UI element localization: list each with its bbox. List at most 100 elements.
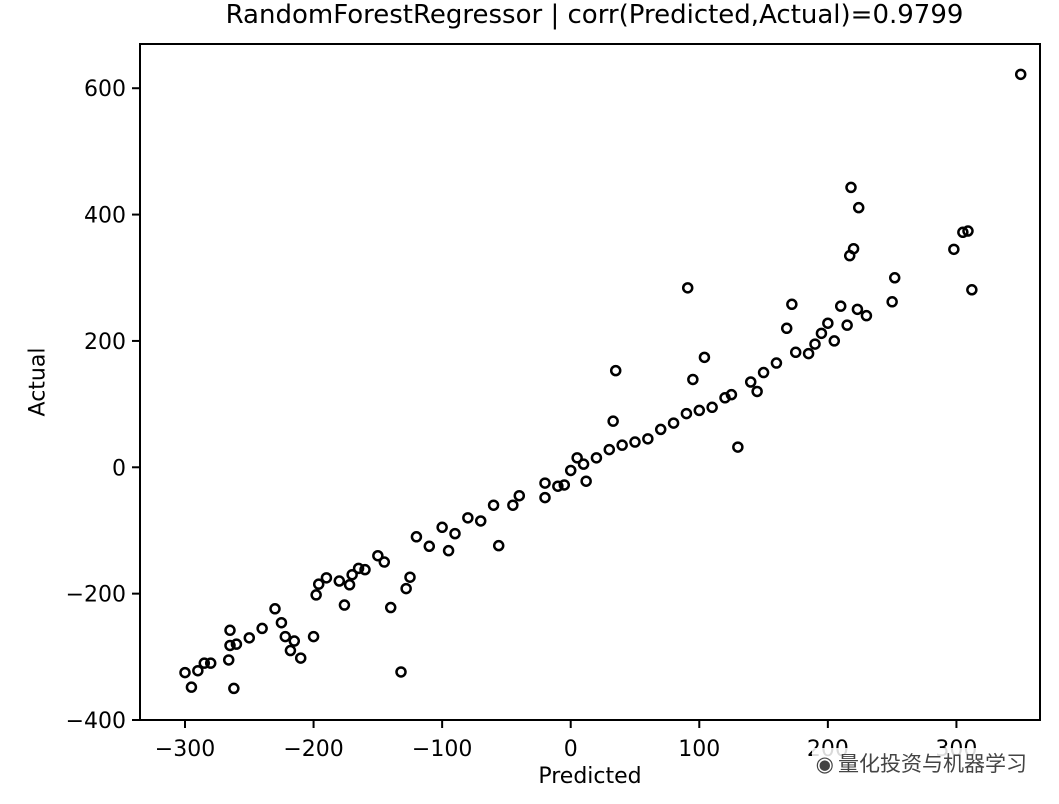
data-point (230, 638, 243, 650)
data-point (222, 654, 235, 666)
x-tick-label: 100 (678, 737, 720, 762)
data-point (294, 652, 307, 664)
data-point (558, 479, 571, 491)
data-point (384, 601, 397, 614)
data-point (667, 417, 680, 429)
data-point (192, 664, 204, 677)
y-tick-label: −200 (66, 583, 126, 608)
data-point (642, 433, 654, 445)
data-point (284, 644, 297, 657)
data-points (179, 68, 1027, 695)
x-axis-label: Predicted (538, 764, 642, 789)
data-point (698, 351, 711, 364)
data-point (577, 458, 590, 470)
data-point (307, 630, 320, 643)
data-point (607, 415, 619, 427)
data-point (275, 616, 288, 629)
data-point (860, 309, 873, 322)
plot-frame (139, 43, 1041, 721)
data-point (492, 539, 505, 552)
x-tick-label: −100 (412, 737, 472, 762)
data-point (886, 296, 898, 308)
data-point (609, 364, 622, 377)
data-point (1014, 68, 1027, 81)
data-point (834, 300, 847, 312)
data-point (333, 575, 346, 587)
data-point (395, 666, 407, 678)
data-point (770, 357, 783, 369)
data-point (359, 563, 371, 576)
data-point (346, 568, 358, 581)
data-point (693, 404, 706, 417)
data-point (185, 681, 198, 693)
x-tick-label: 0 (564, 737, 578, 762)
data-point (224, 624, 236, 637)
data-point (343, 579, 356, 591)
data-point (204, 657, 217, 669)
data-point (378, 556, 391, 568)
data-point (539, 491, 551, 504)
data-point (841, 319, 853, 331)
data-point (372, 549, 384, 562)
y-tick-label: −400 (66, 709, 126, 734)
data-point (851, 303, 864, 316)
data-point (243, 632, 256, 644)
data-point (352, 562, 365, 575)
x-tick-label: −200 (283, 737, 343, 762)
data-point (789, 346, 802, 359)
data-point (507, 499, 519, 511)
data-point (410, 531, 423, 543)
x-tick-label: −300 (155, 737, 215, 762)
chart-title: RandomForestRegressor | corr(Predicted,A… (225, 0, 964, 30)
data-point (815, 327, 828, 340)
data-point (809, 338, 821, 350)
data-point (822, 317, 834, 329)
data-point (948, 243, 960, 256)
data-point (580, 475, 592, 487)
data-point (843, 249, 856, 262)
data-point (400, 582, 412, 595)
data-point (198, 657, 211, 669)
wechat-icon: ◉ (815, 752, 834, 776)
data-point (732, 441, 744, 453)
data-point (706, 401, 718, 414)
data-point (966, 284, 978, 296)
data-point (513, 489, 526, 502)
data-point (786, 298, 798, 311)
data-point (845, 181, 857, 194)
data-point (179, 666, 191, 679)
data-point (312, 578, 325, 590)
data-point (725, 388, 738, 401)
data-point (751, 385, 763, 398)
data-point (687, 373, 699, 386)
data-point (462, 512, 474, 524)
data-point (552, 480, 564, 492)
data-point (487, 499, 500, 511)
data-point (436, 521, 448, 534)
data-point (852, 201, 865, 214)
data-point (571, 452, 583, 464)
data-point (629, 436, 641, 448)
y-tick-label: 0 (112, 456, 126, 481)
data-point (603, 443, 616, 456)
data-point (888, 272, 901, 284)
watermark-text: 量化投资与机器学习 (838, 752, 1027, 776)
y-tick-label: 200 (84, 330, 126, 355)
data-point (288, 635, 301, 647)
data-point (474, 515, 487, 527)
data-point (256, 622, 268, 635)
data-point (423, 540, 436, 553)
data-point (590, 452, 603, 464)
y-axis-label: Actual (25, 347, 51, 417)
data-point (962, 225, 974, 237)
data-point (310, 589, 322, 601)
data-point (802, 347, 815, 360)
data-point (269, 603, 281, 615)
data-point (680, 407, 693, 420)
data-point (224, 639, 236, 652)
data-point (957, 226, 969, 239)
y-tick-label: 400 (84, 204, 126, 229)
data-point (279, 630, 292, 643)
data-point (338, 599, 351, 611)
